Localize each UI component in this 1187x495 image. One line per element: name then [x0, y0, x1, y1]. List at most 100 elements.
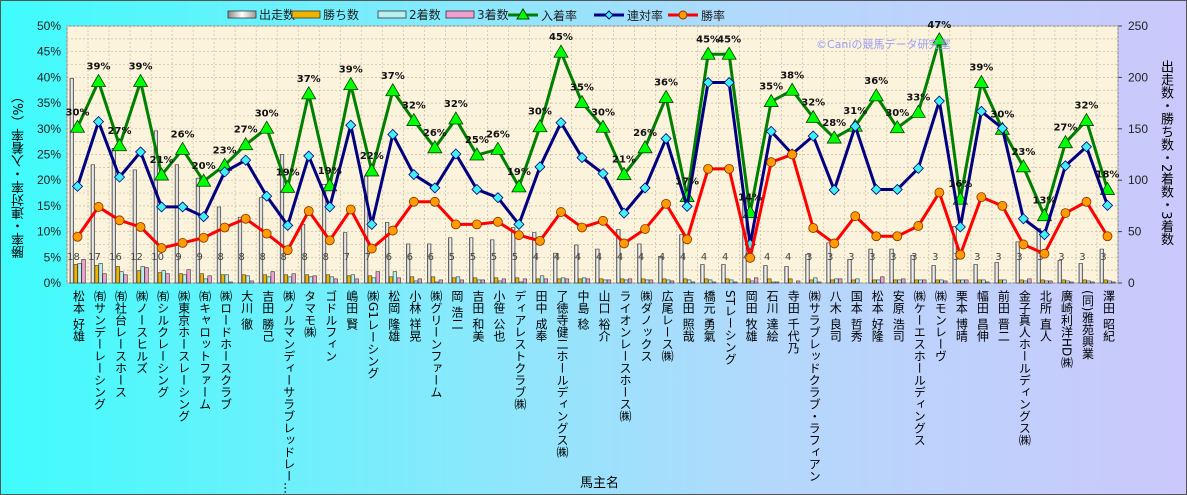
- x-tick-label: 岡 浩二: [449, 290, 464, 330]
- bar-seconds: [119, 271, 124, 284]
- win-count-label: 4: [680, 252, 686, 263]
- bar-runs: [910, 254, 915, 284]
- bar-thirds: [228, 281, 233, 284]
- place-rate-data-label: 30%: [66, 107, 90, 118]
- place-rate-marker: [1078, 112, 1095, 126]
- place-rate-marker: [427, 140, 443, 154]
- win-count-label: 7: [365, 252, 371, 263]
- win-rate-marker: [135, 222, 146, 232]
- quinella-rate-marker: [198, 211, 210, 223]
- bar-thirds: [796, 280, 801, 284]
- win-count-label: 4: [596, 252, 602, 263]
- quinella-rate-marker: [912, 162, 924, 174]
- win-rate-marker: [892, 231, 903, 242]
- quinella-rate-marker: [240, 154, 252, 166]
- win-count-label: 3: [1079, 252, 1085, 263]
- bar-thirds: [543, 278, 549, 284]
- bar-seconds: [371, 277, 376, 284]
- win-rate-marker: [1081, 196, 1092, 207]
- place-rate-data-label: 25%: [465, 135, 489, 146]
- bar-seconds: [645, 279, 650, 284]
- win-count-label: 3: [848, 252, 854, 263]
- bar-thirds: [690, 281, 696, 284]
- place-rate-marker: [1057, 134, 1074, 149]
- quinella-rate-marker: [555, 117, 567, 129]
- place-rate-marker: [805, 109, 821, 123]
- win-count-label: 8: [323, 252, 329, 263]
- place-rate-data-label: 23%: [1011, 147, 1035, 158]
- win-rate-marker: [829, 238, 840, 249]
- y-tick-left: 35%: [37, 96, 61, 110]
- bar-wins: [977, 279, 982, 284]
- place-rate-marker: [132, 73, 149, 87]
- x-tick-label: 橋元 勇氣: [702, 290, 717, 342]
- win-count-label: 16: [109, 252, 122, 263]
- x-tick-label: 田中 成奉: [533, 290, 548, 342]
- bar-seconds: [855, 278, 860, 284]
- bar-runs: [553, 252, 558, 284]
- bar-thirds: [522, 278, 528, 284]
- win-rate-marker: [787, 149, 798, 160]
- y-tick-left: 25%: [37, 148, 61, 162]
- bar-runs: [973, 264, 978, 284]
- bar-seconds: [1023, 280, 1028, 284]
- bar-thirds: [1090, 281, 1095, 284]
- win-count-label: 3: [806, 252, 812, 263]
- win-count-label: 8: [238, 252, 244, 263]
- x-tick-label: ㈱ノースヒルズ: [134, 290, 149, 374]
- place-rate-data-label: 22%: [360, 151, 384, 162]
- bar-thirds: [249, 280, 254, 284]
- x-tick-label: ライオンレースホース㈱: [618, 290, 633, 422]
- bar-thirds: [501, 278, 507, 284]
- bar-thirds: [102, 273, 107, 284]
- bar-seconds: [224, 274, 229, 284]
- bar-seconds: [245, 275, 250, 284]
- win-rate-marker: [913, 221, 924, 231]
- bar-thirds: [901, 278, 906, 284]
- bar-thirds: [817, 281, 822, 284]
- win-count-label: 7: [344, 252, 350, 263]
- bar-thirds: [754, 277, 759, 284]
- bar-wins: [388, 276, 394, 284]
- quinella-rate-marker: [1059, 160, 1072, 172]
- win-count-label: 8: [260, 252, 266, 263]
- place-rate-marker: [553, 44, 569, 58]
- place-rate-marker: [595, 119, 611, 133]
- place-rate-data-label: 35%: [759, 82, 783, 93]
- quinella-rate-marker: [660, 133, 672, 145]
- quinella-rate-marker: [1101, 199, 1114, 211]
- y-tick-left: 0%: [44, 276, 62, 290]
- bar-thirds: [1069, 281, 1074, 284]
- bar-wins: [472, 277, 478, 284]
- win-rate-marker: [682, 234, 692, 245]
- x-tick-label: 大川 徹: [239, 290, 254, 330]
- bar-runs: [1099, 248, 1104, 284]
- bar-wins: [241, 274, 246, 284]
- x-tick-label: 小笹 公也: [491, 290, 506, 342]
- y-tick-left: 15%: [37, 199, 61, 213]
- win-rate-marker: [345, 204, 356, 215]
- legend-marker: [516, 8, 530, 20]
- bar-wins: [451, 277, 457, 284]
- bar-wins: [1040, 279, 1045, 284]
- bar-wins: [367, 275, 373, 284]
- x-tick-label: 栗本 博晴: [954, 290, 969, 342]
- bar-runs: [637, 243, 642, 284]
- place-rate-data-label: 26%: [486, 129, 510, 140]
- win-rate-marker: [408, 196, 419, 207]
- win-rate-marker: [177, 238, 188, 248]
- quinella-rate-marker: [324, 201, 336, 213]
- win-rate-marker: [156, 243, 167, 253]
- quinella-rate-marker: [429, 182, 441, 194]
- x-tick-label: 寺田 千代乃: [786, 290, 801, 354]
- place-rate-marker: [868, 88, 884, 102]
- legend-label: 勝率: [701, 8, 725, 23]
- place-rate-marker: [490, 141, 506, 155]
- y-axis-title-right: 出走数・勝ち数・2着数・3着数: [1158, 60, 1173, 246]
- win-count-label: 17: [88, 252, 101, 263]
- place-rate-marker: [763, 93, 779, 107]
- bar-thirds: [648, 279, 654, 284]
- quinella-rate-marker: [71, 180, 84, 192]
- win-rate-marker: [93, 202, 104, 212]
- win-count-label: 8: [302, 252, 308, 263]
